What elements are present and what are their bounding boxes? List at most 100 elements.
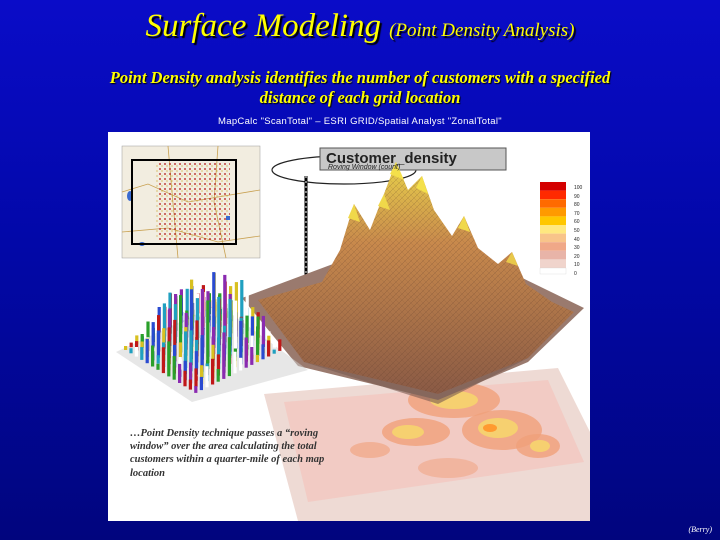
bar [161,347,165,374]
bar [199,376,203,391]
legend-label: 70 [574,210,580,217]
legend-label: 0 [574,270,577,277]
roving-window-label: Roving Window (count) [328,164,401,171]
bar [140,334,144,348]
bar [194,386,198,393]
credit-text: (Berry) [688,525,712,534]
bar [146,321,150,339]
legend-swatch [540,182,566,191]
bar [183,360,187,381]
legend-swatch [540,207,566,217]
bar [183,370,187,387]
bar [250,347,254,365]
bar [156,363,160,370]
flat-density-map [264,368,590,521]
slide-title-main: Surface Modeling [145,8,382,44]
bar [189,362,193,384]
bar [244,337,248,368]
bar [245,292,249,338]
bar [178,342,182,359]
bar [134,347,138,357]
bar [172,356,176,380]
bar [206,300,210,363]
bar [135,341,139,351]
bar [189,330,193,372]
bar [188,379,192,390]
bar [184,331,188,368]
legend-swatch [540,233,566,243]
bar [250,335,254,353]
bar [216,354,220,376]
slide-subtitle: Point Density analysis identifies the nu… [109,68,611,107]
bar [178,363,182,383]
bar [185,288,189,320]
legend-label: 30 [574,245,580,252]
bar [211,344,215,373]
slide-title: Surface Modeling (Point Density Analysis… [0,8,720,45]
bar [272,343,276,348]
legend-labels: 100 90 80 70 60 50 40 30 20 10 0 [574,184,588,279]
bar [240,280,244,334]
bar [250,316,254,347]
bar [217,296,221,364]
figure-caption: …Point Density technique passes a “rovin… [130,428,325,479]
bar [222,343,226,379]
legend-swatch [540,225,566,234]
customer-bar-chart [116,272,308,402]
bar [167,341,171,377]
bar [200,365,204,384]
bar [189,289,193,360]
bar [267,340,271,357]
bar [179,295,183,353]
bar [233,351,237,374]
bar [194,351,198,375]
bar [245,315,249,344]
bar [151,345,155,367]
density-figure-graphics [116,145,590,521]
inset-map [121,145,261,259]
bar [124,346,128,350]
bar [156,355,160,364]
bar [261,315,265,348]
bar [216,369,220,382]
slide-title-sub: (Point Density Analysis) [389,20,575,41]
bar [261,344,265,360]
legend-label: 60 [574,219,580,226]
legend-label: 10 [574,262,580,269]
density-surface-3d [242,162,584,404]
bar [211,358,215,385]
bar [145,338,149,364]
bar [200,337,204,372]
heading-frame [319,147,507,171]
legend-swatch [540,216,566,225]
bar [227,337,231,377]
bar [135,335,139,345]
bar [162,303,166,343]
legend-label: 50 [574,227,580,234]
legend-label: 40 [574,236,580,243]
bar [212,272,216,348]
bar [255,354,259,363]
legend-swatch [540,190,566,200]
bar [228,299,232,358]
bar [173,319,177,362]
bar [156,330,160,358]
bar [272,349,276,354]
bar [256,326,260,356]
bar [217,337,221,370]
bar [129,348,133,354]
density-legend [539,182,567,275]
bar [234,300,238,355]
legend-label: 100 [574,185,583,191]
bar [200,289,204,360]
legend-label: 20 [574,253,580,260]
bar [239,320,243,365]
legend-swatch [540,250,566,260]
bar [205,366,209,388]
legend-swatch [540,259,566,268]
bar [140,347,144,360]
legend-swatch [540,242,566,251]
bar [151,322,155,349]
figure-heading: Customer_density [326,150,457,167]
legend-label: 80 [574,202,580,209]
